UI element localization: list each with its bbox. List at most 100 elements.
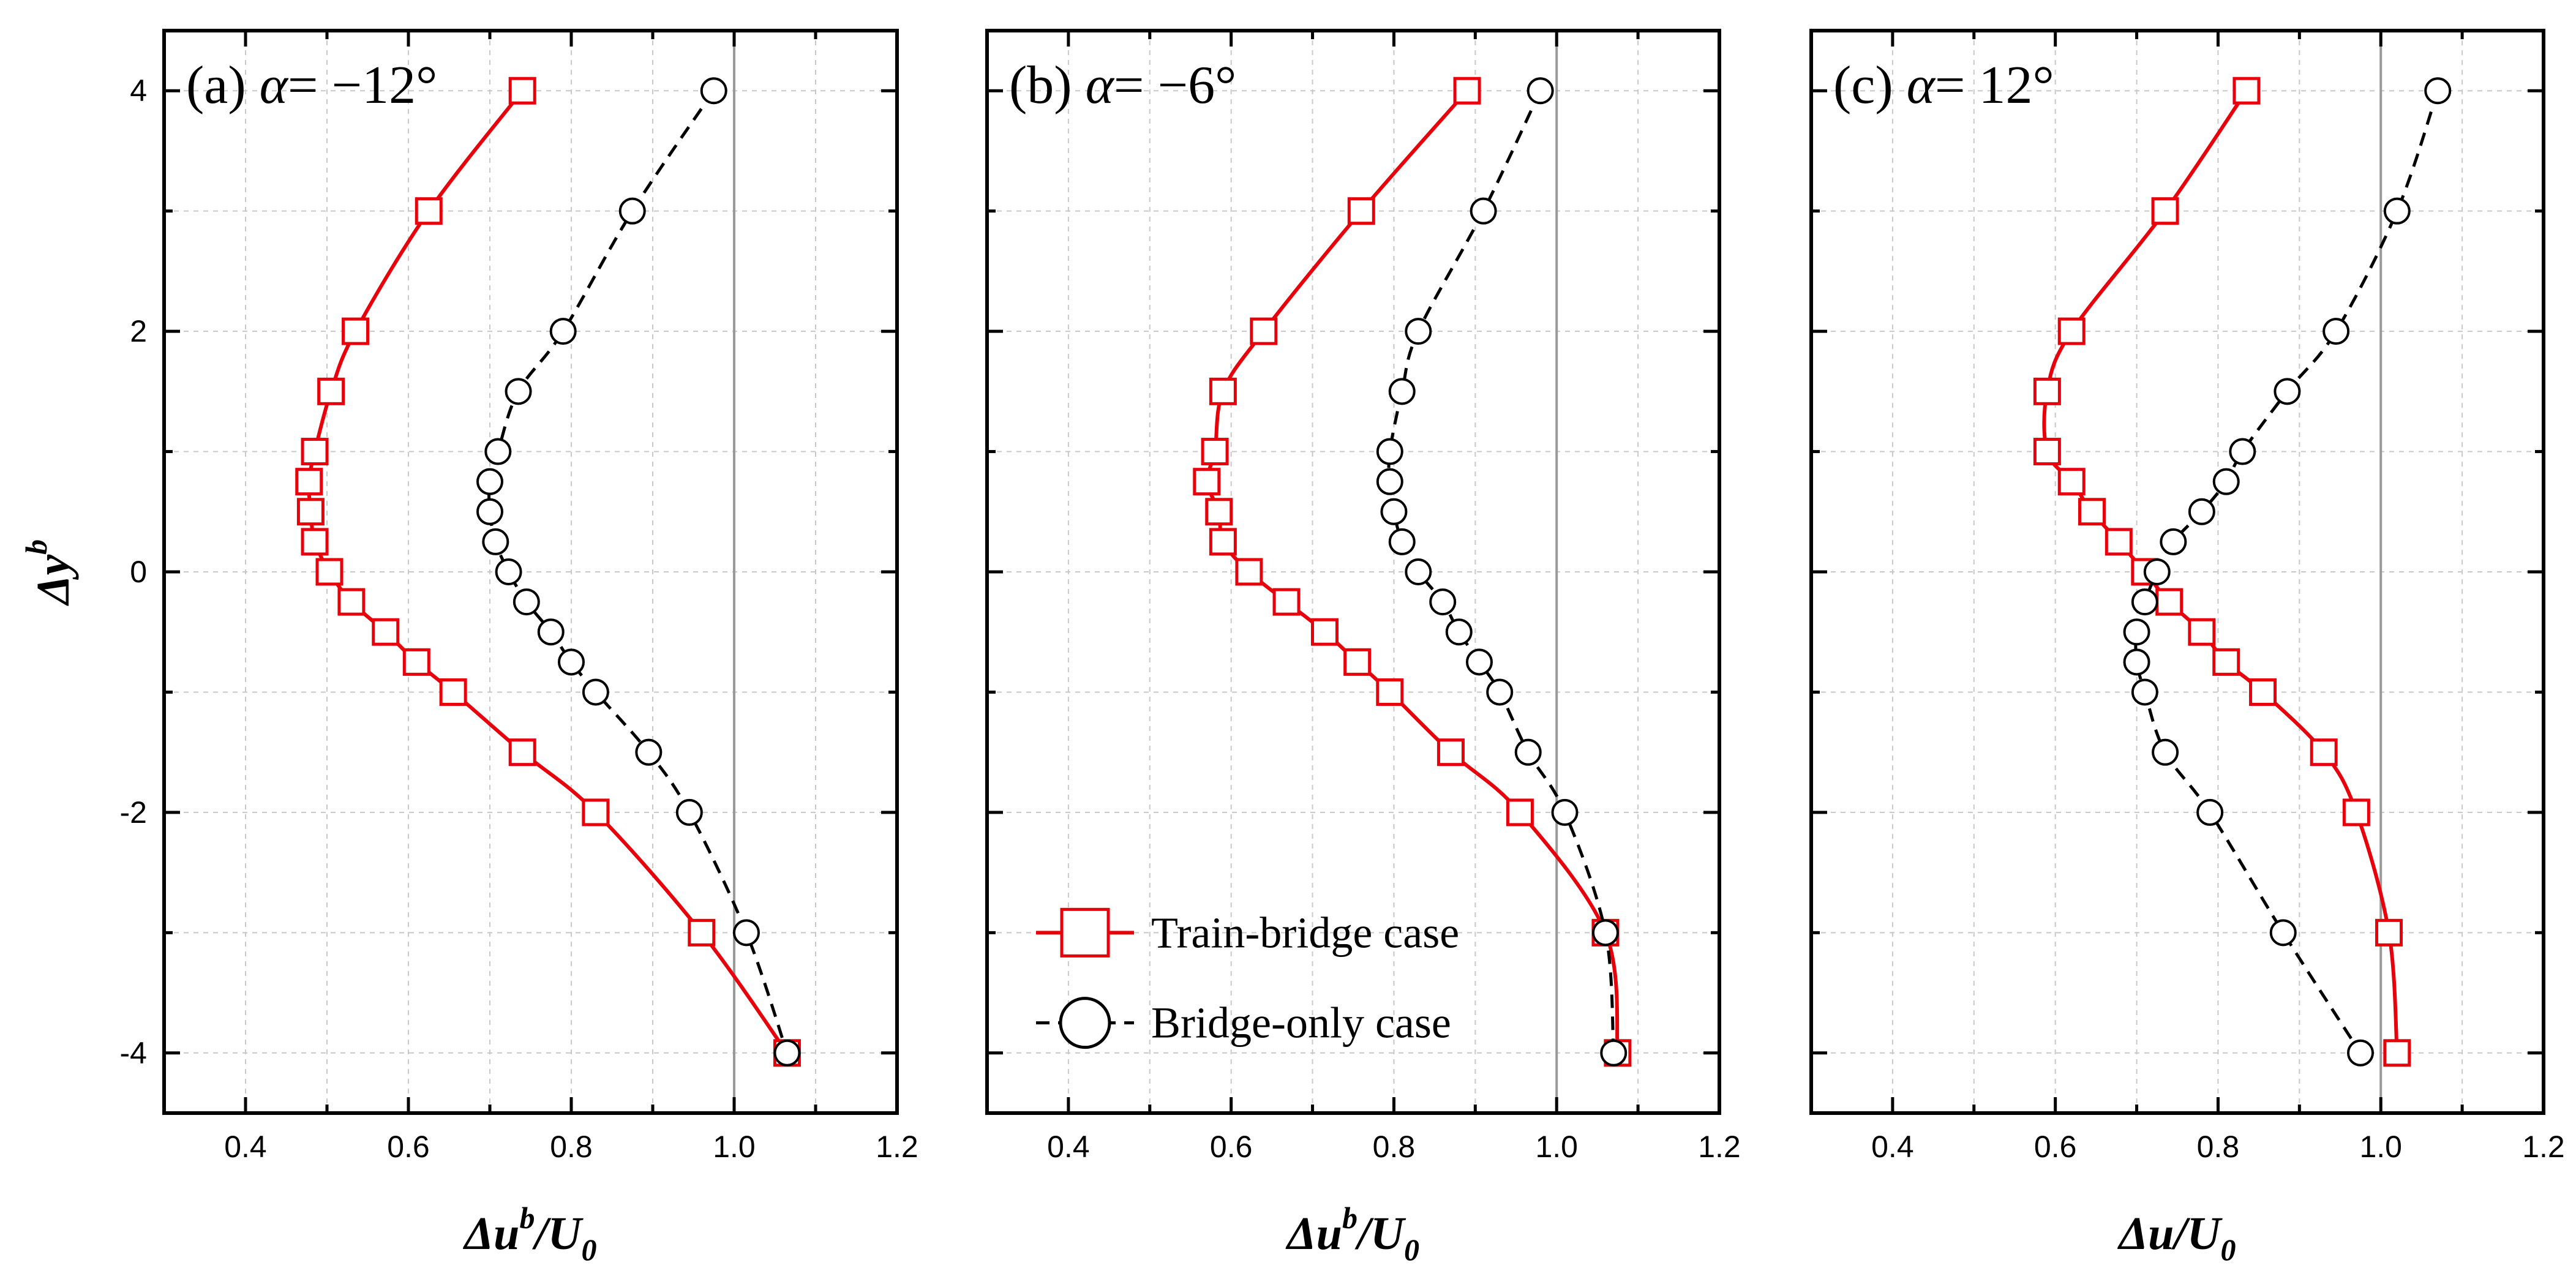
data-point-circle [773,1039,801,1067]
x-tick-label: 0.6 [2034,1130,2077,1164]
data-point-square [301,438,329,466]
data-point-circle [2269,919,2297,947]
data-point-circle [2131,678,2158,706]
data-point-circle [2123,618,2150,646]
panel-label-prefix: (b) [1009,56,1086,115]
panel-label: (c) α= 12° [1833,56,2054,115]
data-point-circle [1429,588,1457,616]
panel-label-prefix: (c) [1833,56,1907,115]
panel-label-prefix: (a) [186,56,260,115]
data-point-circle [1470,197,1497,225]
data-point-circle [1380,498,1408,525]
data-point-square [1235,558,1263,586]
x-axis-title: Δub/U0 [463,1201,597,1267]
data-point-square [2105,528,2133,556]
data-point-circle [2152,738,2179,766]
data-point-square [2033,438,2061,466]
data-point-square [315,558,344,586]
y-tick-label: 2 [130,314,147,348]
grid [164,31,898,1113]
data-point-square [2383,1039,2411,1067]
data-point-square [2078,498,2106,526]
data-point-circle [2160,528,2187,555]
data-point-square [296,498,325,526]
ticks [1809,31,2545,1113]
data-point-square [1250,317,1278,345]
data-point-square [1347,197,1375,225]
panel-c: 0.4 0.6 0.8 1.0 1.2 (c) α= 12° Δu/U0 [1809,29,2565,1267]
panel-label-value: = −6° [1114,56,1236,115]
x-tick-label: 1.2 [876,1130,918,1164]
data-point-circle [1445,618,1473,646]
data-point-circle [1600,1039,1628,1067]
data-point-square [317,377,345,405]
data-point-circle [2323,318,2350,345]
x-axis-title-tail: /U [1354,1208,1406,1259]
data-point-circle [2188,498,2215,525]
data-point-circle [2424,77,2452,105]
data-point-circle [549,318,577,345]
data-point-circle [537,618,565,646]
x-axis-title-sub: 0 [1404,1232,1419,1267]
data-point-square [1201,438,1229,466]
y-tick-label: 4 [130,73,147,108]
data-point-square [2249,678,2277,706]
data-point-circle [1376,438,1403,465]
data-point-square [2057,468,2086,496]
x-axis-title-tail: /U [531,1208,584,1259]
data-point-square [1205,498,1233,526]
data-point-circle [700,77,727,105]
y-tick-label: 0 [130,555,147,589]
data-point-circle [1514,738,1542,766]
data-point-circle [482,528,509,555]
data-point-circle [1376,468,1403,495]
x-axis-title-sup: b [1342,1201,1357,1235]
data-point-circle [2383,197,2411,225]
x-axis-title-sub: 0 [2220,1232,2236,1267]
x-tick-label: 0.8 [1373,1130,1416,1164]
x-axis-title-sup: b [519,1201,535,1235]
data-point-square [295,468,323,496]
series-bridge-only [2123,77,2452,1067]
series-train-bridge [295,77,801,1067]
panel-label: (a) α= −12° [186,56,437,115]
data-point-square [372,618,400,646]
x-tick-label: 1.0 [2359,1130,2402,1164]
data-point-square [2375,918,2403,947]
panel-label-alpha: α [260,56,289,115]
data-point-circle [2143,558,2171,585]
data-point-circle [495,558,522,585]
data-point-square [1453,77,1481,105]
panel-label-value: = −12° [288,56,437,115]
x-axis-title-main: Δu [463,1208,520,1259]
data-point-circle [2196,798,2224,826]
data-point-circle [582,678,609,706]
series-bridge-only [1376,77,1628,1067]
data-point-square [2188,618,2216,646]
data-point-square [2232,77,2261,105]
data-point-square [2212,648,2240,676]
data-point-circle [1388,378,1416,405]
legend: Train-bridge case Bridge-only case [1036,907,1459,1049]
data-point-square [337,588,366,616]
ticks [985,31,1721,1113]
data-point-square [439,678,467,706]
data-point-square [2151,197,2179,225]
panel-label-alpha: α [1907,56,1936,115]
data-point-square [688,918,716,947]
legend-label-train-bridge: Train-bridge case [1151,908,1459,957]
x-axis-title: Δu/U0 [2117,1208,2236,1267]
data-point-circle [2274,378,2301,405]
data-point-circle [618,197,646,225]
legend-label-bridge-only: Bridge-only case [1151,999,1451,1048]
y-tick-label: -2 [120,795,147,830]
data-point-circle [1486,678,1514,706]
panel-b: 0.4 0.6 0.8 1.0 1.2 (b) α= −6° Δub/U0 Train-bri… [985,29,1741,1267]
data-point-square [508,738,536,767]
x-tick-label: 0.8 [550,1130,593,1164]
data-point-circle [2229,438,2256,465]
panel-label-alpha: α [1086,56,1115,115]
data-point-square [1193,468,1221,496]
